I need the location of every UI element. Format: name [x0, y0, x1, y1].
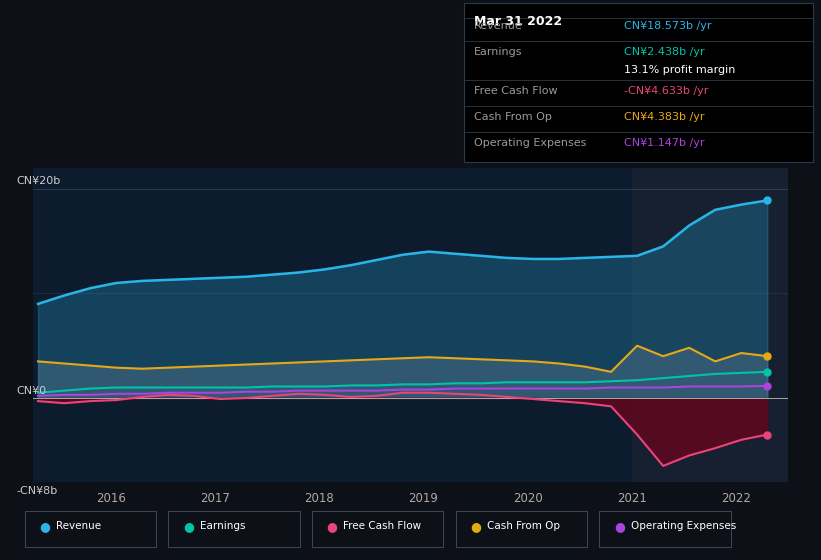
Text: Cash From Op: Cash From Op	[474, 111, 552, 122]
Text: -CN¥4.633b /yr: -CN¥4.633b /yr	[624, 86, 709, 96]
Text: CN¥1.147b /yr: CN¥1.147b /yr	[624, 138, 704, 147]
Text: 13.1% profit margin: 13.1% profit margin	[624, 65, 736, 74]
Text: CN¥20b: CN¥20b	[16, 176, 61, 186]
Text: Operating Expenses: Operating Expenses	[631, 521, 736, 531]
Text: Earnings: Earnings	[200, 521, 245, 531]
Text: ●: ●	[470, 520, 481, 533]
Text: Free Cash Flow: Free Cash Flow	[474, 86, 557, 96]
Text: ●: ●	[39, 520, 50, 533]
Text: CN¥0: CN¥0	[16, 386, 47, 396]
Text: CN¥2.438b /yr: CN¥2.438b /yr	[624, 46, 704, 57]
Text: Revenue: Revenue	[474, 21, 522, 31]
Text: Revenue: Revenue	[56, 521, 101, 531]
Bar	[632, 168, 788, 482]
Text: CN¥4.383b /yr: CN¥4.383b /yr	[624, 111, 704, 122]
Text: Mar 31 2022: Mar 31 2022	[474, 15, 562, 28]
Text: ●: ●	[614, 520, 625, 533]
Text: CN¥18.573b /yr: CN¥18.573b /yr	[624, 21, 712, 31]
Text: Operating Expenses: Operating Expenses	[474, 138, 586, 147]
Text: Cash From Op: Cash From Op	[487, 521, 560, 531]
Text: -CN¥8b: -CN¥8b	[16, 486, 57, 496]
Text: Free Cash Flow: Free Cash Flow	[343, 521, 421, 531]
Text: ●: ●	[327, 520, 337, 533]
Text: Earnings: Earnings	[474, 46, 522, 57]
Text: ●: ●	[183, 520, 194, 533]
